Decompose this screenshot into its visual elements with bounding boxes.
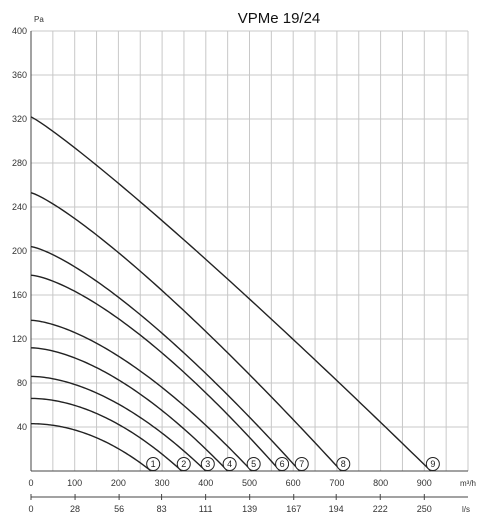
x-tick-label: 200: [111, 478, 126, 488]
curve-number-4: 4: [227, 459, 232, 469]
y-tick-label: 240: [12, 202, 27, 212]
y-tick-label: 120: [12, 334, 27, 344]
curve-number-9: 9: [430, 459, 435, 469]
y-tick-label: 80: [17, 378, 27, 388]
fan-curves: [30, 116, 432, 472]
y-tick-label: 160: [12, 290, 27, 300]
curve-labels: 1 2 3 4 5 6 7 8 9: [146, 457, 440, 471]
curve-marker-5: [246, 457, 261, 471]
y-axis-unit: Pa: [34, 15, 44, 24]
x2-tick-label: 28: [70, 504, 80, 514]
x-tick-label: 600: [286, 478, 301, 488]
curve-marker-7: [294, 457, 309, 471]
curve-marker-9: [425, 457, 440, 471]
y-tick-label: 280: [12, 158, 27, 168]
y-tick-label: 400: [12, 26, 27, 36]
x-axis-unit: m³/h: [460, 479, 476, 488]
curve-marker-6: [275, 457, 290, 471]
curve-number-7: 7: [299, 459, 304, 469]
curve-marker-4: [222, 457, 237, 471]
curve-number-1: 1: [151, 459, 156, 469]
x2-tick-label: 111: [199, 504, 213, 514]
y-tick-label: 40: [17, 422, 27, 432]
x2-tick-label: 167: [286, 504, 301, 514]
fan-curve-4: [30, 347, 229, 472]
curve-number-5: 5: [251, 459, 256, 469]
grid-lines: [31, 30, 469, 471]
x2-tick-label: 194: [329, 504, 344, 514]
curve-number-6: 6: [280, 459, 285, 469]
x2-axis-unit: l/s: [462, 505, 470, 514]
fan-curve-9: [30, 116, 432, 472]
x-tick-label: 900: [417, 478, 432, 488]
curve-marker-3: [200, 457, 215, 471]
curve-number-2: 2: [181, 459, 186, 469]
x2-tick-label: 56: [114, 504, 124, 514]
x-tick-label: 300: [155, 478, 170, 488]
x2-tick-label: 83: [157, 504, 167, 514]
x-tick-label: 0: [28, 478, 33, 488]
x-tick-label: 800: [373, 478, 388, 488]
x-tick-label: 400: [198, 478, 213, 488]
x2-tick-label: 250: [417, 504, 432, 514]
chart-title: VPMe 19/24: [238, 10, 321, 27]
fan-curve-3: [30, 375, 207, 472]
curve-number-8: 8: [341, 459, 346, 469]
fan-curve-1: [30, 423, 152, 472]
x2-tick-label: 222: [373, 504, 388, 514]
curve-marker-8: [336, 457, 351, 471]
fan-curve-2: [30, 397, 183, 472]
x2-tick-label: 139: [242, 504, 257, 514]
x-tick-label: 700: [329, 478, 344, 488]
y-tick-label: 320: [12, 114, 27, 124]
y-tick-label: 360: [12, 70, 27, 80]
fan-curve-8: [30, 192, 342, 472]
fan-curve-6: [30, 274, 281, 472]
fan-curve-7: [30, 245, 301, 472]
y-tick-label: 200: [12, 246, 27, 256]
curve-marker-1: [146, 457, 161, 471]
curve-number-3: 3: [205, 459, 210, 469]
curve-marker-2: [176, 457, 191, 471]
x-tick-label: 500: [242, 478, 257, 488]
fan-curve-5: [30, 319, 253, 472]
x2-tick-label: 0: [28, 504, 33, 514]
x-tick-label: 100: [67, 478, 82, 488]
